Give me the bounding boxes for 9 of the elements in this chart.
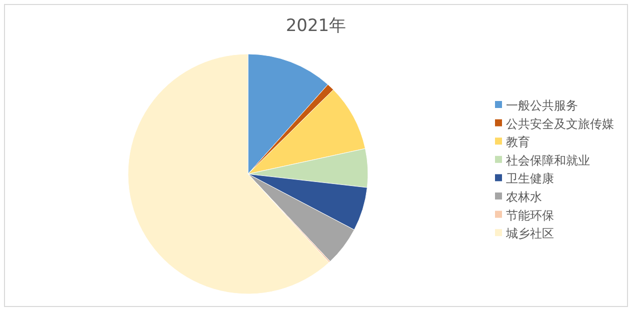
legend-label: 一般公共服务 <box>506 98 578 112</box>
legend-label: 卫生健康 <box>506 172 554 186</box>
legend-label: 教育 <box>506 135 530 150</box>
legend-label: 农林水 <box>506 190 542 204</box>
chart-title: 2021年 <box>286 16 346 36</box>
legend-label: 节能环保 <box>506 208 554 222</box>
legend-label: 公共安全及文旅传媒 <box>506 116 614 131</box>
legend-label: 城乡社区 <box>505 226 554 241</box>
legend-label: 社会保障和就业 <box>506 153 590 168</box>
